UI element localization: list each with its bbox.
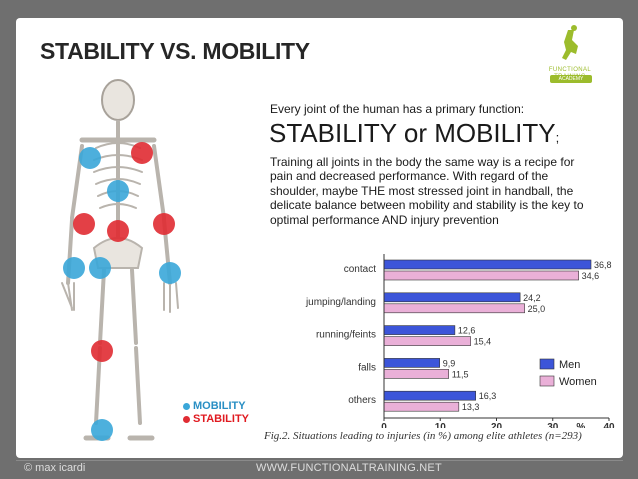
x-tick-label: 10 [435,422,447,428]
x-tick-label: % [576,422,585,428]
skeleton-illustration [61,79,181,441]
legend-swatch-women [539,375,555,387]
data-label: 9,9 [443,358,456,368]
x-tick-label: 0 [381,422,387,428]
slide-title: STABILITY VS. MOBILITY [40,38,310,64]
mobility-dot-icon [183,403,190,410]
category-label: jumping/landing [305,297,376,308]
legend-swatch-men [539,358,555,370]
bar-men [383,292,521,303]
category-label: contact [344,264,376,275]
footer-copyright: © max icardi [24,462,86,474]
bar-women [383,401,460,412]
bar-women [383,336,471,346]
image-legend: MOBILITY STABILITY [183,400,249,426]
data-label: 36,8 [594,260,612,270]
legend-mobility: MOBILITY [183,400,249,413]
headline: STABILITY or MOBILITY; [269,118,559,149]
x-tick-label: 20 [491,422,503,428]
category-label: others [348,395,376,406]
intro-text: Every joint of the human has a primary f… [270,102,525,116]
bar-men [383,259,592,270]
content-card: STABILITY VS. MOBILITY FUNCTIONAL TRAINI… [16,18,623,458]
data-label: 12,6 [458,326,476,336]
injury-bar-chart: contact 36,834,6 jumping/landing 24,225,0 ru… [305,254,615,428]
data-label: 25,0 [528,304,546,314]
category-label: falls [358,362,376,373]
legend-label-women: Women [559,376,597,388]
data-label: 13,3 [462,402,480,412]
x-tick-label: 30 [547,422,559,428]
stability-dot-icon [183,416,190,423]
bar-women [383,303,525,314]
bar-men [383,390,476,401]
bar-men [383,325,456,335]
data-label: 16,3 [479,391,497,401]
logo-subtitle: ACADEMY [550,75,592,83]
data-label: 24,2 [523,293,541,303]
footer-divider [16,460,623,461]
body-paragraph: Training all joints in the body the same… [270,155,584,227]
legend-label-men: Men [559,359,580,371]
legend-mobility-label: MOBILITY [193,400,246,412]
bar-women [383,270,579,281]
headline-suffix: ; [555,130,560,145]
bar-women [383,369,449,379]
legend-stability: STABILITY [183,413,249,426]
logo-icon [562,25,578,60]
figure-caption: Fig.2. Situations leading to injuries (i… [264,430,582,442]
category-label: running/feints [316,330,376,341]
data-label: 15,4 [474,337,492,347]
legend-stability-label: STABILITY [193,413,250,425]
bar-men [383,358,440,368]
data-label: 11,5 [452,369,469,379]
footer-url[interactable]: WWW.FUNCTIONALTRAINING.NET [256,462,442,474]
headline-text: STABILITY or MOBILITY [269,118,556,148]
data-label: 34,6 [582,271,600,281]
x-tick-label: 40 [603,422,615,428]
